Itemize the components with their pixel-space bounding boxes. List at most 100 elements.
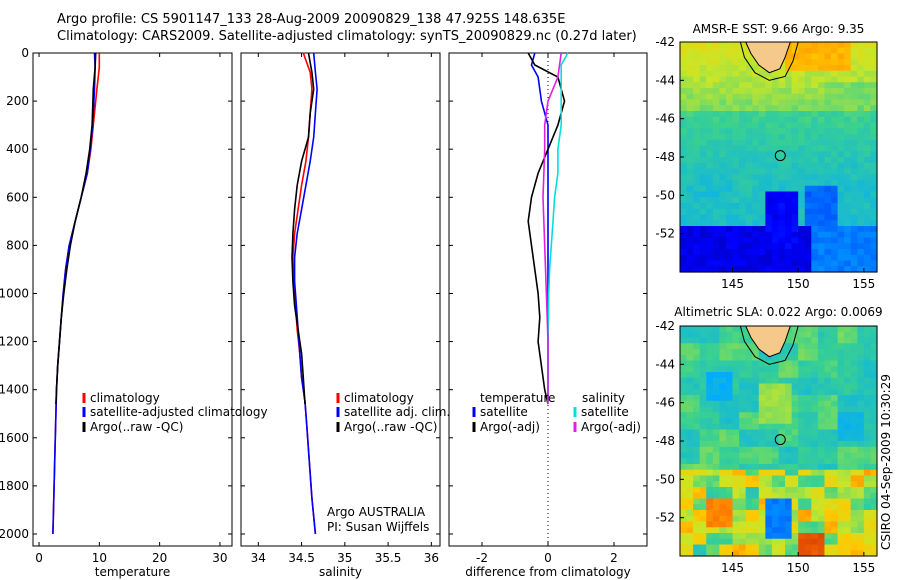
heatmap-cell bbox=[798, 475, 806, 482]
heatmap-cell bbox=[857, 59, 865, 66]
heatmap-cell bbox=[791, 185, 799, 193]
heatmap-cell bbox=[817, 533, 826, 540]
heatmap-cell bbox=[771, 99, 780, 106]
heatmap-cell bbox=[712, 231, 720, 239]
heatmap-cell bbox=[706, 383, 714, 390]
heatmap-cell bbox=[732, 174, 740, 181]
heatmap-cell bbox=[745, 533, 753, 540]
map-x-tick-label: 145 bbox=[721, 277, 744, 291]
heatmap-cell bbox=[765, 510, 773, 517]
heatmap-cell bbox=[732, 116, 740, 124]
heatmap-cell bbox=[850, 122, 858, 129]
heatmap-cell bbox=[863, 53, 872, 60]
heatmap-cell bbox=[686, 418, 694, 425]
heatmap-cell bbox=[844, 429, 852, 436]
heatmap-cell bbox=[765, 197, 773, 204]
heatmap-cell bbox=[870, 550, 878, 557]
heatmap-cell bbox=[680, 65, 688, 72]
heatmap-cell bbox=[765, 515, 773, 523]
heatmap-cell bbox=[831, 481, 839, 488]
heatmap-cell bbox=[706, 412, 714, 419]
heatmap-cell bbox=[752, 243, 760, 250]
heatmap-cell bbox=[719, 162, 727, 170]
heatmap-cell bbox=[798, 111, 806, 118]
heatmap-cell bbox=[791, 99, 799, 106]
heatmap-cell bbox=[811, 377, 819, 385]
heatmap-cell bbox=[752, 533, 760, 540]
heatmap-cell bbox=[798, 423, 806, 431]
heatmap-cell bbox=[824, 538, 832, 546]
heatmap-cell bbox=[745, 372, 753, 379]
heatmap-cell bbox=[863, 326, 872, 333]
legend-heading: salinity bbox=[582, 391, 625, 405]
heatmap-cell bbox=[837, 481, 845, 488]
heatmap-cell bbox=[817, 162, 826, 170]
heatmap-cell bbox=[771, 88, 780, 95]
heatmap-cell bbox=[778, 139, 786, 147]
heatmap-cell bbox=[765, 99, 773, 106]
heatmap-cell bbox=[693, 260, 701, 267]
heatmap-cell bbox=[732, 412, 740, 419]
heatmap-cell bbox=[844, 383, 852, 390]
heatmap-cell bbox=[804, 185, 812, 193]
heatmap-cell bbox=[719, 343, 727, 350]
heatmap-cell bbox=[686, 88, 694, 95]
heatmap-cell bbox=[686, 93, 694, 101]
heatmap-cell bbox=[791, 191, 799, 198]
heatmap-cell bbox=[765, 372, 773, 379]
heatmap-cell bbox=[712, 208, 720, 216]
heatmap-cell bbox=[719, 452, 727, 459]
heatmap-cell bbox=[732, 469, 740, 477]
legend-label: climatology bbox=[90, 391, 160, 405]
heatmap-cell bbox=[699, 423, 707, 431]
heatmap-cell bbox=[785, 366, 793, 373]
heatmap-cell bbox=[837, 237, 845, 244]
heatmap-cell bbox=[785, 389, 793, 396]
heatmap-cell bbox=[811, 220, 819, 227]
heatmap-cell bbox=[863, 435, 872, 442]
heatmap-cell bbox=[719, 464, 727, 471]
heatmap-cell bbox=[706, 354, 714, 362]
heatmap-cell bbox=[837, 99, 845, 106]
heatmap-cell bbox=[811, 349, 819, 356]
heatmap-cell bbox=[699, 395, 707, 402]
heatmap-cell bbox=[732, 88, 740, 95]
heatmap-cell bbox=[745, 254, 753, 262]
heatmap-cell bbox=[798, 243, 806, 250]
heatmap-cell bbox=[844, 134, 852, 141]
legend-label: Argo(-adj) bbox=[480, 420, 540, 434]
heatmap-cell bbox=[732, 452, 740, 459]
heatmap-cell bbox=[680, 145, 688, 152]
heatmap-cell bbox=[719, 492, 727, 500]
heatmap-cell bbox=[745, 498, 753, 505]
heatmap-cell bbox=[785, 550, 793, 557]
heatmap-cell bbox=[732, 343, 740, 350]
heatmap-cell bbox=[725, 174, 734, 181]
heatmap-cell bbox=[719, 349, 727, 356]
heatmap-cell bbox=[863, 544, 872, 551]
heatmap-cell bbox=[791, 326, 799, 333]
heatmap-cell bbox=[824, 65, 832, 72]
heatmap-cell bbox=[712, 197, 720, 204]
heatmap-cell bbox=[693, 237, 701, 244]
heatmap-cell bbox=[870, 88, 878, 95]
heatmap-cell bbox=[837, 151, 845, 158]
heatmap-cell bbox=[863, 180, 872, 187]
heatmap-cell bbox=[863, 498, 872, 505]
heatmap-cell bbox=[837, 42, 845, 49]
heatmap-cell bbox=[719, 377, 727, 385]
heatmap-cell bbox=[699, 180, 707, 187]
heatmap-cell bbox=[680, 76, 688, 83]
heatmap-cell bbox=[706, 93, 714, 101]
heatmap-cell bbox=[778, 406, 786, 413]
heatmap-cell bbox=[686, 237, 694, 244]
heatmap-cell bbox=[693, 372, 701, 379]
heatmap-cell bbox=[844, 515, 852, 523]
heatmap-cell bbox=[811, 452, 819, 459]
heatmap-cell bbox=[686, 203, 694, 210]
heatmap-cell bbox=[771, 498, 780, 505]
heatmap-cell bbox=[817, 515, 826, 523]
heatmap-cell bbox=[719, 231, 727, 239]
heatmap-cell bbox=[771, 452, 780, 459]
heatmap-cell bbox=[686, 82, 694, 89]
